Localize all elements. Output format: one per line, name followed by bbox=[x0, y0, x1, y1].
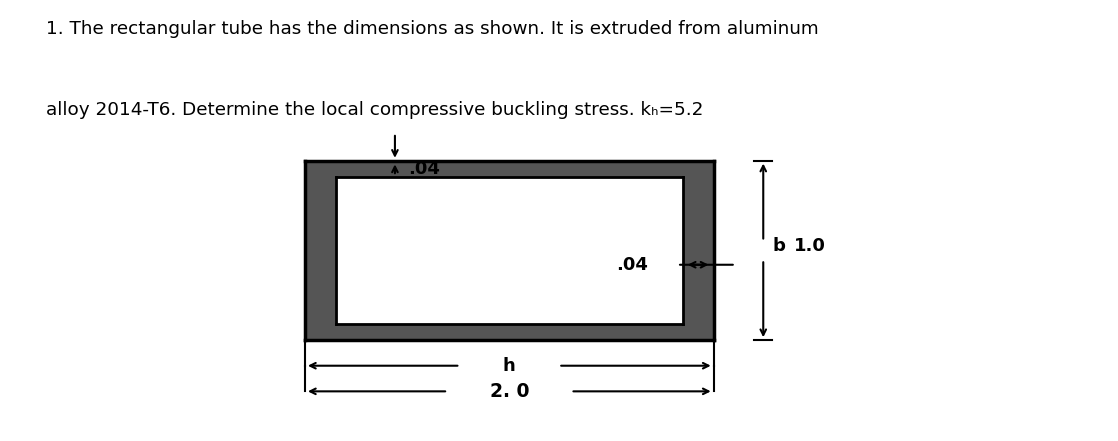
Text: b: b bbox=[773, 237, 785, 255]
Text: h: h bbox=[503, 357, 515, 375]
Text: 1. The rectangular tube has the dimensions as shown. It is extruded from aluminu: 1. The rectangular tube has the dimensio… bbox=[46, 20, 818, 38]
Text: alloy 2014-T6. Determine the local compressive buckling stress. kₕ=5.2: alloy 2014-T6. Determine the local compr… bbox=[46, 101, 703, 119]
Bar bbox=[683, 161, 713, 340]
Bar bbox=[305, 324, 713, 340]
Bar bbox=[305, 161, 713, 177]
Bar bbox=[305, 161, 337, 340]
Text: 2. 0: 2. 0 bbox=[490, 382, 529, 401]
Bar bbox=[305, 161, 713, 340]
Text: 1.0: 1.0 bbox=[794, 237, 826, 255]
Text: .04: .04 bbox=[408, 160, 440, 178]
Text: .04: .04 bbox=[616, 256, 648, 274]
